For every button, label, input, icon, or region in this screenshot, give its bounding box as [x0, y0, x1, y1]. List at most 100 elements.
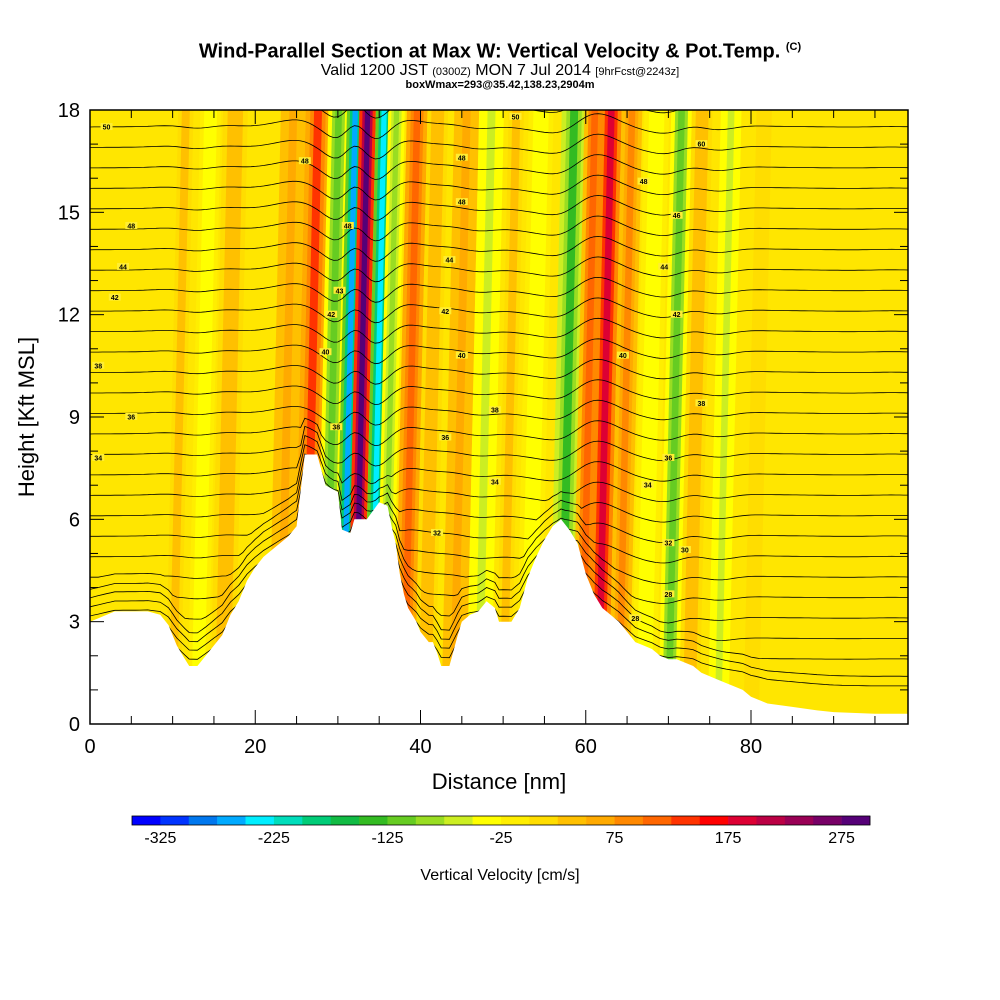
x-tick-label-20: 20	[244, 736, 266, 758]
velocity-band-15-2	[449, 110, 471, 724]
contour-label-bg-26	[658, 262, 671, 270]
y-tick-label-0: 0	[69, 714, 80, 736]
contour-label-28: 40	[619, 353, 627, 360]
colorbar-tick-label-1: -225	[258, 830, 290, 847]
velocity-band-3-2	[194, 110, 214, 724]
isentrope-20	[90, 276, 908, 303]
contour-label-bg-2	[125, 221, 138, 229]
contour-label-bg-28	[616, 351, 629, 359]
contour-label-10: 42	[327, 312, 335, 319]
contour-label-bg-20	[439, 433, 452, 441]
colorbar-swatch-18	[642, 816, 672, 825]
contour-label-bg-22	[431, 528, 444, 536]
contour-label-6: 36	[127, 415, 135, 422]
velocity-band-25-2	[685, 110, 706, 724]
isentrope-8	[90, 462, 908, 544]
colorbar-swatch-2	[188, 816, 218, 825]
contour-label-31: 34	[644, 483, 652, 490]
contour-label-bg-19	[488, 406, 501, 414]
colorbar-swatch-13	[501, 816, 530, 825]
colorbar-swatch-20	[699, 816, 729, 825]
isentrope-18	[90, 317, 908, 344]
contour-label-13: 50	[512, 114, 520, 121]
colorbar-swatch-15	[557, 816, 587, 825]
chart-title: Wind-Parallel Section at Max W: Vertical…	[0, 36, 1000, 63]
colorbar-swatch-24	[813, 816, 842, 825]
isentrope-6	[90, 481, 908, 584]
chart-title-text: Wind-Parallel Section at Max W: Vertical…	[198, 40, 781, 63]
colorbar-swatch-8	[359, 816, 388, 825]
colorbar-swatch-21	[728, 816, 757, 825]
colorbar-swatch-16	[586, 816, 615, 825]
contour-label-8: 48	[344, 223, 352, 230]
contour-label-bg-24	[637, 177, 650, 185]
contour-label-0: 50	[103, 125, 111, 132]
colorbar-swatch-10	[415, 816, 445, 825]
contour-label-22: 32	[433, 530, 441, 537]
velocity-band-27-2	[747, 110, 769, 724]
contour-label-bg-14	[455, 153, 468, 161]
colorbar-swatch-17	[614, 816, 644, 825]
isentrope-10	[90, 444, 908, 503]
contour-label-23: 60	[698, 142, 706, 149]
y-tick-label-3: 3	[69, 612, 80, 634]
contour-label-bg-9	[333, 286, 346, 294]
colorbar-frame	[131, 815, 871, 826]
colorbar-swatch-19	[671, 816, 700, 825]
y-axis-tick-labels: 0 3 6 9 12 15 18	[58, 100, 80, 736]
colorbar-swatch-11	[444, 816, 473, 825]
colorbar-tick-label-0: -325	[144, 830, 176, 847]
isentrope-28	[90, 113, 908, 140]
y-tick-label-12: 12	[58, 305, 80, 327]
isentrope-12	[90, 425, 908, 467]
isentrope-22	[90, 236, 908, 262]
contour-label-12: 38	[332, 425, 340, 432]
colorbar-swatch-22	[756, 816, 786, 825]
velocity-band-14-2	[421, 110, 442, 724]
y-axis-title: Height [Kft MSL]	[14, 337, 39, 497]
velocity-band-16-2	[474, 110, 496, 724]
isentrope-23	[90, 215, 908, 242]
contour-label-bg-15	[455, 198, 468, 206]
contour-label-7: 34	[94, 455, 102, 462]
contour-label-2: 48	[127, 223, 135, 230]
y-tick-label-6: 6	[69, 509, 80, 531]
valid-date: MON 7 Jul 2014	[475, 61, 591, 79]
contour-label-5: 38	[94, 363, 102, 370]
y-tick-label-18: 18	[58, 100, 80, 122]
contour-label-34: 28	[664, 592, 672, 599]
y-tick-label-15: 15	[58, 202, 80, 224]
colorbar-swatch-0	[132, 816, 161, 825]
contour-label-17: 42	[441, 309, 449, 316]
colorbar-tick-label-3: -25	[489, 830, 512, 847]
contour-label-29: 38	[698, 401, 706, 408]
contour-label-bg-21	[488, 477, 501, 485]
colorbar-swatch-25	[841, 816, 871, 825]
isentrope-26	[90, 154, 908, 180]
valid-utc: (0300Z)	[432, 65, 471, 78]
isentrope-14	[90, 399, 908, 426]
contour-label-bg-11	[319, 348, 332, 356]
contour-label-bg-13	[509, 112, 522, 120]
contour-label-26: 44	[660, 264, 668, 271]
colorbar-tick-label-2: -125	[371, 830, 403, 847]
contour-label-bg-1	[298, 157, 311, 165]
colorbar-swatch-14	[529, 816, 559, 825]
x-tick-label-80: 80	[740, 736, 762, 758]
velocity-band-21-2	[594, 110, 615, 724]
colorbar-swatch-4	[245, 816, 275, 825]
contour-label-bg-10	[325, 310, 338, 318]
colorbar-swatch-23	[784, 816, 814, 825]
colorbar-tick-label-4: 75	[606, 830, 624, 847]
contour-label-bg-0	[100, 123, 113, 131]
contour-label-bg-8	[341, 221, 354, 229]
contour-label-bg-33	[678, 546, 691, 554]
contour-label-bg-17	[439, 307, 452, 315]
contour-label-21: 34	[491, 479, 499, 486]
colorbar-swatch-6	[302, 816, 331, 825]
isentrope-17	[90, 338, 908, 365]
contour-label-1: 48	[301, 159, 309, 166]
velocity-band-22-2	[615, 110, 636, 724]
contour-label-33: 30	[681, 548, 689, 555]
